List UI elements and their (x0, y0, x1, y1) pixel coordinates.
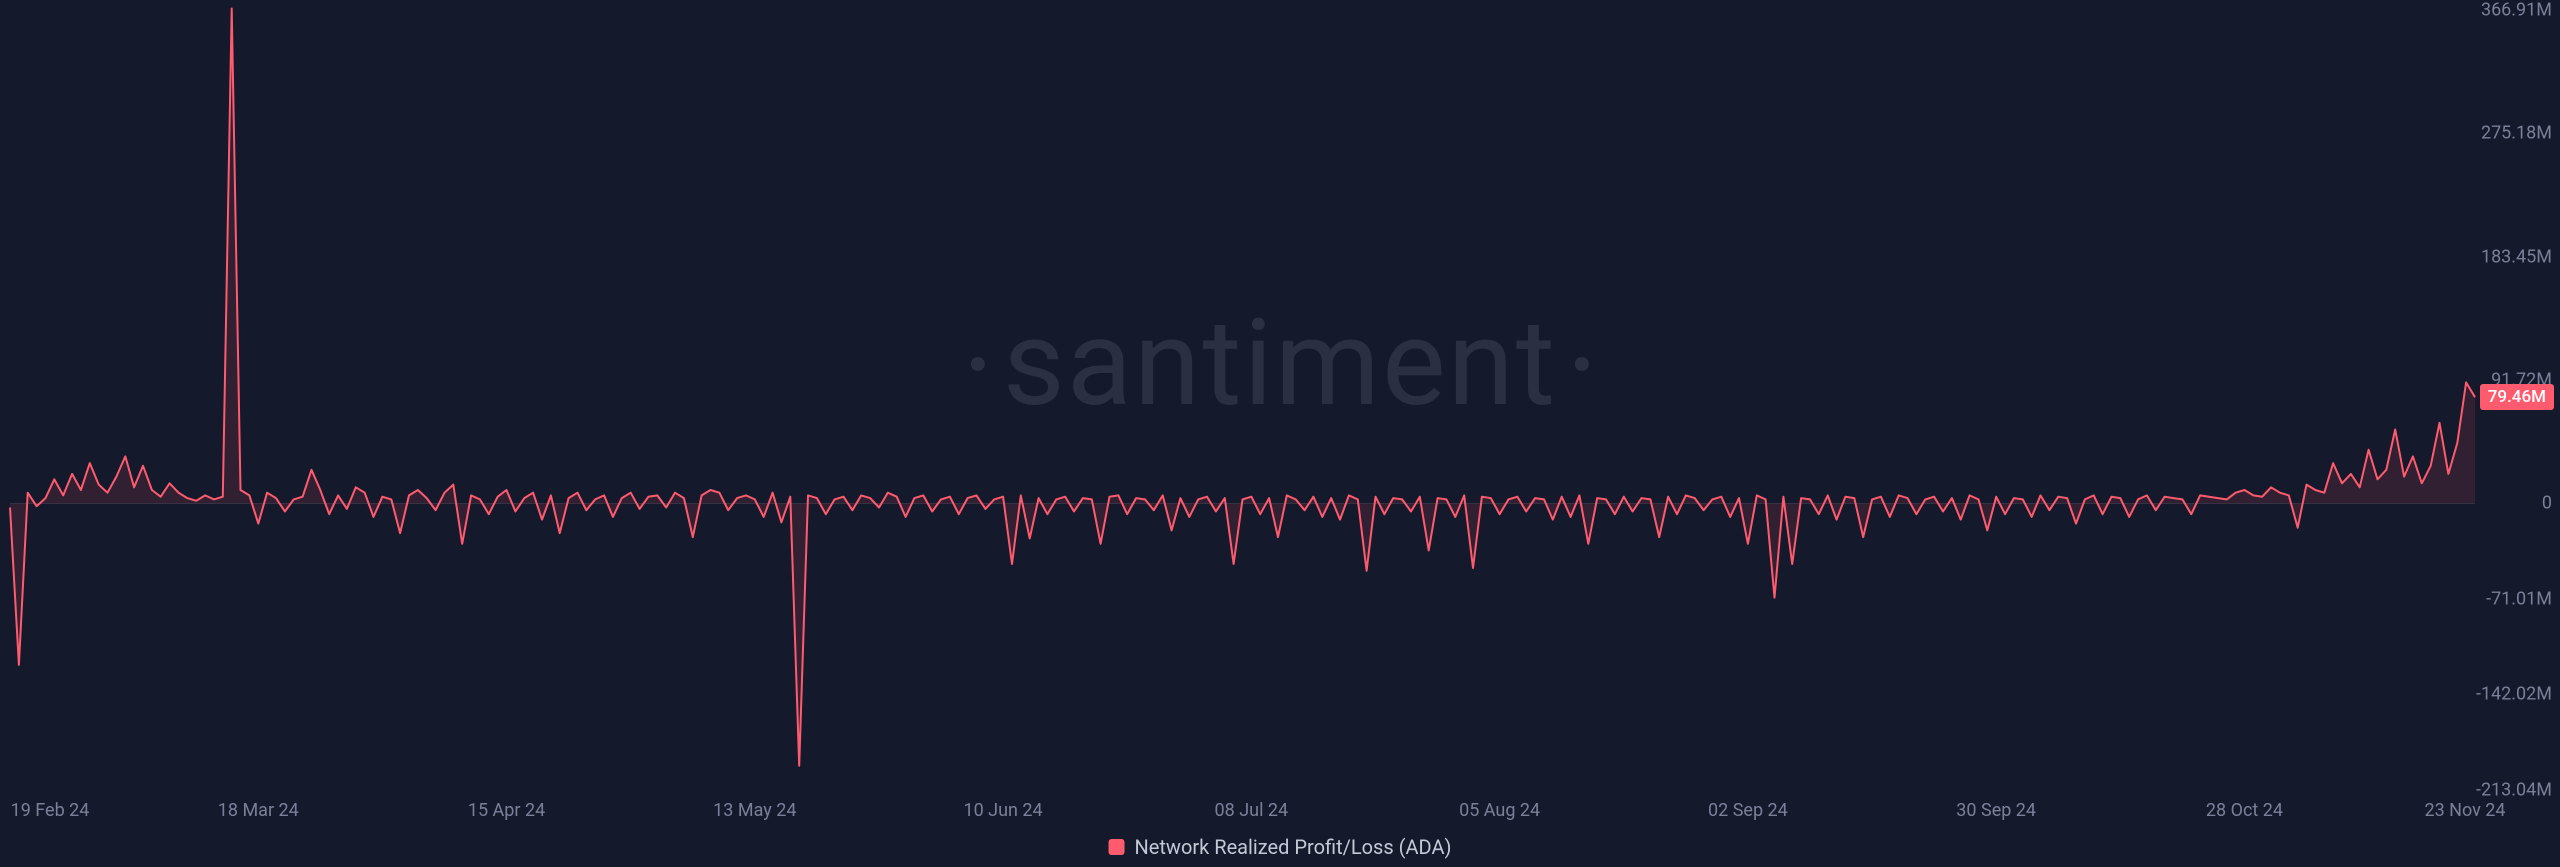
x-tick-label: 19 Feb 24 (11, 800, 90, 821)
current-value-badge: 79.46M (2480, 384, 2554, 410)
y-tick-label: -213.04M (2476, 780, 2552, 801)
legend-label: Network Realized Profit/Loss (ADA) (1135, 835, 1452, 859)
chart-container: santiment 366.91M275.18M183.45M91.72M0-7… (0, 0, 2560, 867)
chart-plot[interactable] (0, 0, 2560, 867)
x-tick-label: 05 Aug 24 (1459, 800, 1540, 821)
x-tick-label: 30 Sep 24 (1956, 800, 2036, 821)
y-tick-label: 0 (2542, 493, 2552, 514)
x-tick-label: 13 May 24 (713, 800, 796, 821)
y-tick-label: 183.45M (2481, 246, 2552, 267)
y-tick-label: -142.02M (2476, 684, 2552, 705)
y-tick-label: 275.18M (2481, 123, 2552, 144)
y-tick-label: 366.91M (2481, 0, 2552, 21)
x-tick-label: 08 Jul 24 (1215, 800, 1289, 821)
x-tick-label: 10 Jun 24 (963, 800, 1042, 821)
legend-swatch (1109, 839, 1125, 855)
y-tick-label: -71.01M (2486, 588, 2552, 609)
x-tick-label: 02 Sep 24 (1708, 800, 1788, 821)
x-tick-label: 28 Oct 24 (2206, 800, 2283, 821)
current-value-text: 79.46M (2488, 387, 2546, 407)
x-tick-label: 23 Nov 24 (2424, 800, 2505, 821)
legend[interactable]: Network Realized Profit/Loss (ADA) (1109, 835, 1452, 859)
x-tick-label: 18 Mar 24 (218, 800, 299, 821)
x-tick-label: 15 Apr 24 (468, 800, 545, 821)
